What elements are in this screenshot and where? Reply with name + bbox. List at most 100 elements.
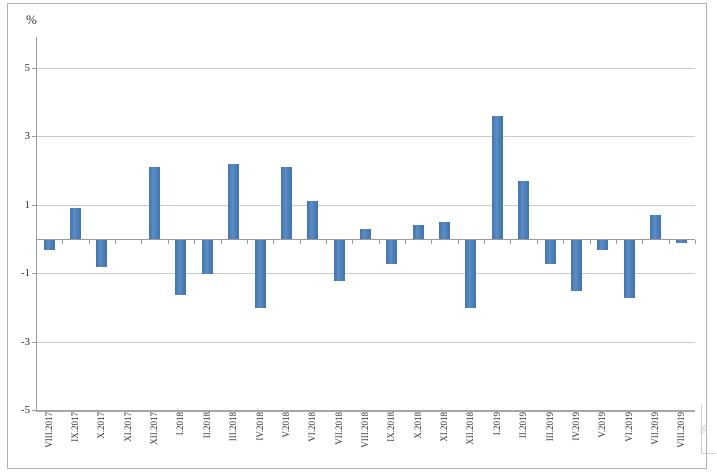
bar: [623, 240, 635, 299]
x-tick-label: X.2018: [412, 412, 423, 439]
x-axis-tick: [405, 240, 407, 244]
x-tick-label: III.2019: [544, 412, 555, 442]
y-tick-label: 5: [24, 62, 31, 74]
x-tick-label: I.2019: [491, 412, 502, 436]
y-axis-tick: [32, 273, 36, 275]
y-tick-label: -3: [20, 335, 30, 348]
x-axis-tick: [352, 240, 354, 244]
bar: [649, 215, 661, 239]
bar: [518, 180, 530, 239]
x-tick-label: IV.2018: [254, 412, 265, 441]
bar: [544, 240, 556, 264]
bar: [307, 201, 319, 239]
bar: [254, 240, 266, 309]
x-tick-label: IX.2017: [70, 412, 81, 442]
y-tick-label: -1: [20, 267, 30, 280]
bar: [149, 167, 161, 239]
gridline: [36, 68, 695, 69]
x-axis-tick: [36, 240, 37, 244]
bar: [570, 240, 582, 292]
bar: [43, 240, 55, 251]
x-axis-tick: [141, 240, 143, 244]
x-tick-label: X.2017: [96, 412, 107, 439]
x-tick-label: VIII.2018: [360, 412, 370, 448]
x-axis-tick: [457, 240, 459, 244]
x-tick-label: XI.2017: [122, 412, 133, 442]
x-tick-label: VII.2019: [649, 412, 660, 445]
x-axis-tick: [194, 240, 196, 244]
x-axis-tick: [695, 240, 696, 244]
x-tick-label: I.2018: [175, 412, 186, 436]
y-axis-tick: [32, 204, 36, 206]
x-tick-label: V.2019: [597, 412, 608, 438]
bar: [360, 228, 371, 239]
x-tick-label: IX.2018: [386, 412, 397, 442]
bar: [280, 167, 292, 239]
x-axis-tick: [88, 240, 90, 244]
y-axis-tick: [32, 410, 36, 411]
x-axis-tick: [246, 240, 248, 244]
gridline: [36, 410, 695, 412]
x-axis-tick: [589, 240, 591, 244]
bar: [465, 240, 477, 309]
x-tick-label: VIII.2017: [43, 412, 54, 448]
x-tick-label: III.2018: [228, 412, 239, 442]
x-axis-tick: [62, 240, 64, 244]
x-axis-tick: [167, 240, 169, 244]
bar: [439, 221, 451, 239]
page-artifact-line-vertical: [701, 405, 702, 453]
x-tick-label: XII.2018: [465, 412, 476, 445]
bar: [175, 240, 187, 295]
page-artifact-line-horizontal: [701, 453, 715, 454]
x-tick-label: XII.2017: [149, 412, 160, 445]
gridline: [36, 273, 695, 275]
x-tick-label: II.2019: [518, 412, 529, 439]
x-axis-tick: [668, 240, 670, 244]
bar: [333, 240, 345, 282]
gridline: [36, 204, 695, 206]
x-axis-tick: [615, 240, 617, 244]
bar: [597, 240, 609, 251]
x-tick-label: V.2018: [280, 412, 291, 438]
x-axis-tick: [220, 240, 222, 244]
y-tick-label: 3: [24, 130, 31, 143]
bar: [70, 208, 82, 239]
x-axis-tick: [378, 240, 380, 244]
x-axis-tick: [563, 240, 565, 244]
bar: [228, 163, 240, 239]
x-axis-tick: [536, 240, 538, 244]
x-axis-tick: [115, 240, 117, 244]
y-axis-tick: [32, 136, 36, 138]
y-axis-tick: [32, 341, 36, 343]
x-tick-label: VIII.2019: [676, 412, 687, 448]
bar: [386, 240, 398, 264]
bar: [676, 240, 688, 244]
x-tick-label: IV.2019: [570, 412, 581, 441]
x-tick-label: II.2018: [201, 412, 212, 439]
bar: [96, 240, 108, 268]
y-axis-tick: [32, 68, 36, 69]
x-axis: [36, 239, 695, 240]
bar: [412, 225, 424, 239]
bar: [491, 115, 503, 239]
x-tick-label: VI.2018: [307, 412, 318, 442]
chart-border: [7, 3, 707, 469]
x-axis-tick: [325, 240, 327, 244]
y-axis-unit-label: %: [26, 12, 37, 27]
y-tick-label: -5: [20, 404, 30, 416]
y-tick-label: 1: [24, 198, 31, 211]
gridline: [36, 136, 695, 138]
bar: [201, 240, 213, 275]
x-axis-tick: [273, 240, 275, 244]
x-tick-label: VI.2019: [623, 412, 634, 442]
x-axis-tick: [431, 240, 433, 244]
gridline: [36, 341, 695, 343]
x-axis-tick: [510, 240, 512, 244]
x-tick-label: XI.2018: [439, 412, 450, 442]
x-tick-label: VII.2018: [333, 412, 344, 445]
x-axis-tick: [299, 240, 301, 244]
x-axis-tick: [642, 240, 644, 244]
x-axis-tick: [484, 240, 486, 244]
y-axis: [36, 37, 37, 410]
